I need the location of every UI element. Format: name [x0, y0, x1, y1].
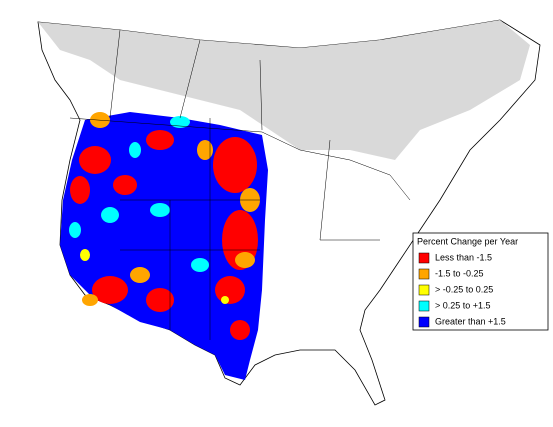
legend-swatch — [418, 252, 430, 264]
legend-swatch — [418, 284, 430, 296]
legend: Percent Change per Year Less than -1.5 -1… — [412, 232, 549, 331]
legend-label: -1.5 to -0.25 — [435, 268, 484, 278]
increase-areas — [69, 116, 209, 272]
legend-label: Less than -1.5 — [435, 252, 492, 262]
decline-areas — [70, 130, 258, 340]
legend-label: Greater than +1.5 — [435, 316, 506, 326]
legend-label: > -0.25 to 0.25 — [435, 284, 493, 294]
legend-box — [412, 232, 549, 331]
tundra-zone — [38, 20, 530, 160]
legend-swatch — [418, 268, 430, 280]
stable-areas — [80, 249, 229, 304]
legend-title: Percent Change per Year — [417, 236, 518, 246]
legend-label: > 0.25 to +1.5 — [435, 300, 491, 310]
legend-swatch — [418, 316, 430, 328]
legend-swatch — [418, 300, 430, 312]
continent — [37, 19, 541, 406]
